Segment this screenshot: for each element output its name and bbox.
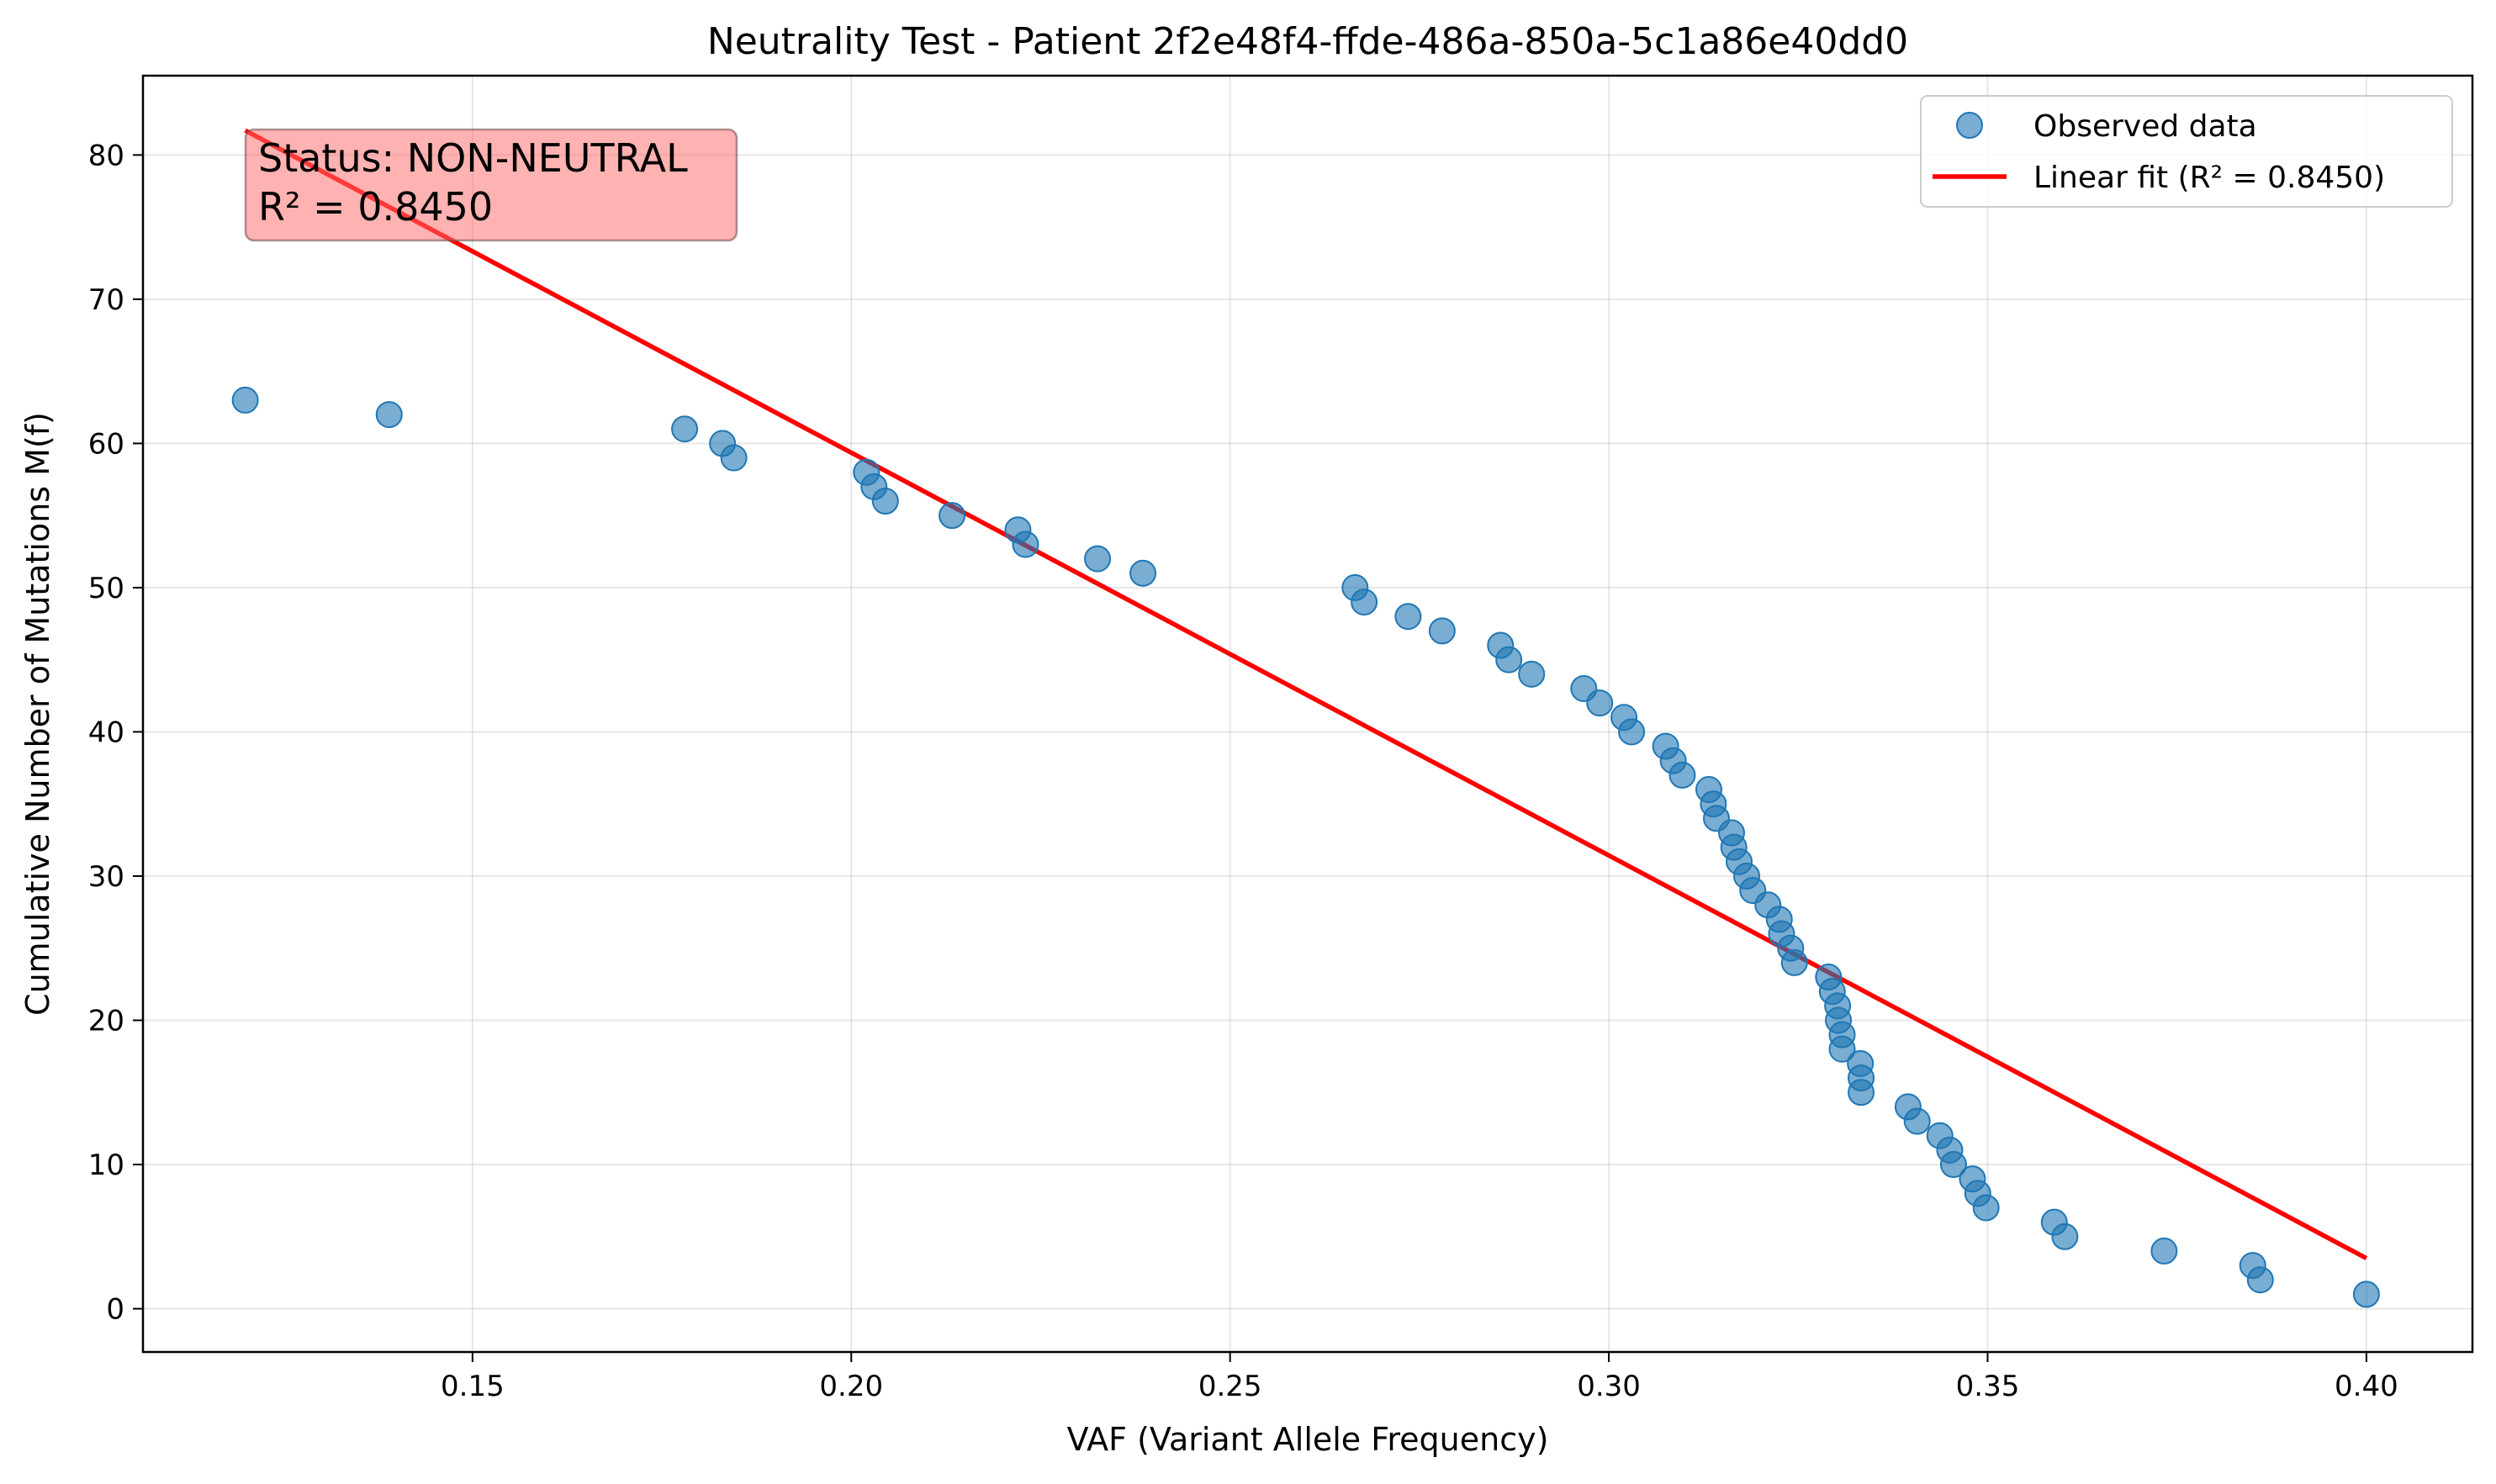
data-point — [1668, 761, 1696, 789]
grid-lines — [143, 76, 2472, 1352]
x-tick-label: 0.35 — [1956, 1370, 2020, 1403]
data-point — [2246, 1266, 2274, 1294]
legend: Observed data Linear fit (R² = 0.8450) — [1920, 95, 2453, 208]
x-tick-label: 0.30 — [1577, 1370, 1641, 1403]
data-point — [1428, 617, 1456, 645]
data-point — [1618, 718, 1646, 746]
x-axis-label: VAF (Variant Allele Frequency) — [1067, 1421, 1549, 1458]
data-point — [1903, 1107, 1931, 1135]
data-point — [720, 444, 748, 472]
legend-label-observed: Observed data — [2033, 109, 2257, 144]
legend-label-fit: Linear fit (R² = 0.8450) — [2033, 161, 2385, 195]
y-tick-label: 0 — [106, 1293, 124, 1327]
data-point — [1780, 948, 1808, 976]
x-tick-label: 0.40 — [2335, 1370, 2398, 1403]
data-point — [1586, 689, 1614, 717]
data-point — [1518, 660, 1546, 688]
x-tick-label: 0.20 — [819, 1370, 883, 1403]
data-point — [2352, 1281, 2380, 1308]
data-point — [1012, 531, 1039, 558]
data-point — [1939, 1151, 1967, 1179]
chart-title: Neutrality Test - Patient 2f2e48f4-ffde-… — [707, 20, 1908, 63]
data-point — [1394, 603, 1422, 631]
data-point — [1828, 1035, 1856, 1063]
status-box — [244, 128, 738, 242]
data-point — [1129, 559, 1157, 587]
status-line-2: R² = 0.8450 — [258, 184, 493, 230]
data-point — [1084, 545, 1112, 573]
data-point — [1495, 646, 1523, 673]
y-tick-label: 50 — [88, 572, 124, 605]
data-point — [2150, 1237, 2178, 1265]
y-tick-label: 20 — [88, 1004, 124, 1038]
data-point — [2051, 1223, 2079, 1250]
y-tick-label: 30 — [88, 860, 124, 894]
y-tick-label: 10 — [88, 1149, 124, 1182]
y-axis-label: Cumulative Number of Mutations M(f) — [19, 412, 56, 1016]
data-point — [671, 415, 699, 443]
status-annotation: Status: NON-NEUTRAL R² = 0.8450 — [244, 128, 738, 242]
status-line-1: Status: NON-NEUTRAL — [258, 135, 688, 181]
data-point — [231, 386, 259, 414]
data-point — [939, 502, 966, 530]
y-tick-label: 40 — [88, 716, 124, 749]
fit-line — [244, 128, 2368, 1260]
scatter-points — [231, 386, 2380, 1308]
legend-box — [1920, 95, 2453, 208]
x-tick-label: 0.15 — [441, 1370, 505, 1403]
legend-marker-observed — [1956, 112, 1983, 139]
data-point — [1972, 1194, 2000, 1222]
y-tick-label: 70 — [88, 283, 124, 317]
data-point — [1848, 1079, 1875, 1106]
data-point — [375, 401, 403, 429]
axis-ticks: 0.15 0.20 0.25 0.30 0.35 0.40 0 10 20 30 40 50 60 70 8… — [88, 139, 2398, 1403]
fit-line-layer — [244, 128, 2368, 1260]
x-tick-label: 0.25 — [1198, 1370, 1262, 1403]
y-tick-label: 80 — [88, 139, 124, 172]
y-tick-label: 60 — [88, 427, 124, 461]
data-point — [871, 488, 899, 515]
plot-frame — [141, 74, 2474, 1354]
data-point — [1351, 589, 1378, 616]
